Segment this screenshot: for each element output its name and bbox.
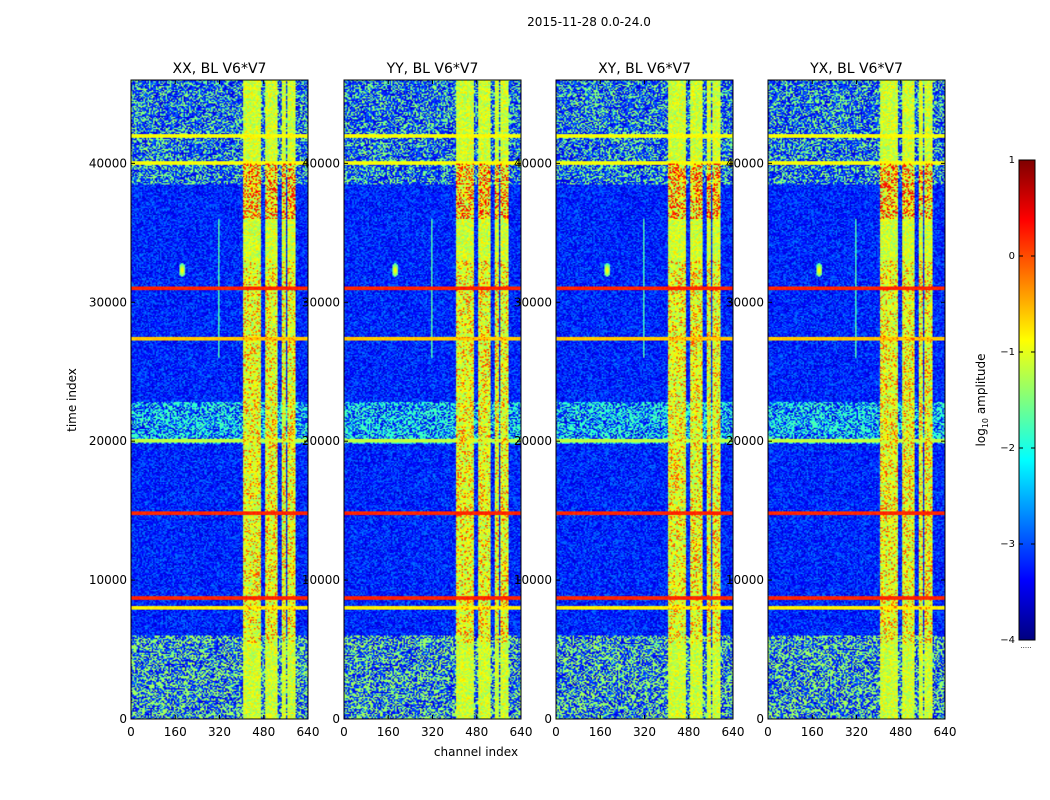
y-tick-label: 30000 [302, 295, 340, 309]
panel-1: XX, BL V6*V7 0 160 320 480 640 0 10000 20000 3000… [89, 61, 320, 739]
y-tick-label: 40000 [302, 156, 340, 170]
colorbar-tick-label: −2 [1000, 443, 1015, 454]
x-tick-label: 640 [722, 725, 745, 739]
x-tick-label: 320 [845, 725, 868, 739]
y-tick-label: 40000 [514, 156, 552, 170]
colorbar-tick-label: −4 [1000, 635, 1015, 646]
x-tick-label: 0 [127, 725, 135, 739]
heatmap-image-1 [131, 80, 308, 719]
x-tick-label: 160 [589, 725, 612, 739]
y-tick-label: 10000 [514, 573, 552, 587]
y-tick-label: 30000 [514, 295, 552, 309]
y-tick-label: 20000 [514, 434, 552, 448]
colorbar-label: log10 amplitude [974, 354, 990, 447]
panel-title-4: YX, BL V6*V7 [809, 61, 903, 77]
y-tick-label: 30000 [89, 295, 127, 309]
x-tick-label: 640 [297, 725, 320, 739]
colorbar-gradient [1018, 159, 1036, 641]
heatmap-image-4 [768, 80, 945, 719]
colorbar-tick-label: 0 [1009, 251, 1015, 262]
figure-suptitle: 2015-11-28 0.0-24.0 [527, 15, 651, 29]
x-tick-label: 0 [340, 725, 348, 739]
colorbar-tick-label: 1 [1009, 155, 1015, 166]
panel-title-2: YY, BL V6*V7 [386, 61, 479, 77]
x-tick-label: 480 [677, 725, 700, 739]
x-tick-label: 320 [208, 725, 231, 739]
colorbar-tick-label: −3 [1000, 539, 1015, 550]
colorbar-note: ..... [1020, 642, 1031, 650]
y-tick-label: 0 [119, 712, 127, 726]
colorbar-ticks: 1 0 −1 −2 −3 −4 [1000, 155, 1035, 646]
y-tick-label: 10000 [302, 573, 340, 587]
panel-4: YX, BL V6*V7 0 160 320 480 640 0 10000 20000 3000… [726, 61, 957, 739]
y-axis-label: time index [65, 368, 79, 432]
y-tick-label: 20000 [89, 434, 127, 448]
panels-group: XX, BL V6*V7 0 160 320 480 640 0 10000 20000 3000… [89, 61, 957, 739]
colorbar-label-main: log [974, 428, 988, 446]
y-tick-label: 20000 [302, 434, 340, 448]
x-tick-label: 320 [421, 725, 444, 739]
heatmap-image-2 [344, 80, 521, 719]
colorbar: 10−1−2−3−4 log10 amplitude ..... [974, 155, 1036, 650]
x-tick-label: 640 [510, 725, 533, 739]
x-tick-label: 480 [465, 725, 488, 739]
y-tick-label: 10000 [89, 573, 127, 587]
y-tick-label: 10000 [726, 573, 764, 587]
y-tick-label: 0 [756, 712, 764, 726]
colorbar-label-rest: amplitude [974, 354, 988, 418]
x-tick-label: 0 [552, 725, 560, 739]
panel-2: YY, BL V6*V7 0 160 320 480 640 0 10000 20000 3000… [302, 61, 533, 739]
x-axis-label: channel index [434, 745, 518, 759]
y-tick-label: 30000 [726, 295, 764, 309]
x-tick-label: 480 [889, 725, 912, 739]
panel-3: XY, BL V6*V7 0 160 320 480 640 0 10000 20000 3000… [514, 61, 745, 739]
x-tick-label: 640 [934, 725, 957, 739]
y-tick-label: 40000 [726, 156, 764, 170]
y-tick-label: 0 [544, 712, 552, 726]
x-tick-label: 480 [252, 725, 275, 739]
x-tick-label: 160 [164, 725, 187, 739]
x-tick-label: 160 [801, 725, 824, 739]
y-tick-label: 20000 [726, 434, 764, 448]
y-tick-label: 40000 [89, 156, 127, 170]
x-tick-label: 160 [377, 725, 400, 739]
heatmap-image-3 [556, 80, 733, 719]
x-tick-label: 320 [633, 725, 656, 739]
colorbar-tick-label: −1 [1000, 347, 1015, 358]
panel-title-3: XY, BL V6*V7 [598, 61, 691, 77]
panel-title-1: XX, BL V6*V7 [173, 61, 267, 77]
y-tick-label: 0 [332, 712, 340, 726]
x-tick-label: 0 [764, 725, 772, 739]
colorbar-label-subscript: 10 [981, 418, 990, 428]
